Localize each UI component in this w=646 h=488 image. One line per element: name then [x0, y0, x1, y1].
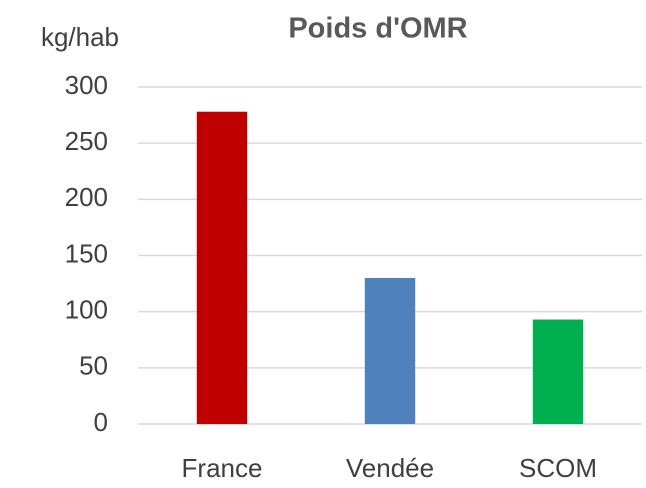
y-tick-label: 0: [94, 407, 108, 437]
x-tick-label: SCOM: [519, 453, 597, 483]
y-tick-label: 250: [65, 126, 108, 156]
y-tick-label: 300: [65, 70, 108, 100]
bar: [196, 111, 248, 425]
y-tick-label: 100: [65, 295, 108, 325]
y-tick-label: 50: [79, 351, 108, 381]
x-tick-label: France: [182, 453, 263, 483]
y-tick-label: 200: [65, 182, 108, 212]
x-tick-label: Vendée: [346, 453, 434, 483]
y-tick-label: 150: [65, 238, 108, 268]
bar: [364, 277, 416, 424]
y-axis-label: kg/hab: [41, 22, 119, 52]
bar: [532, 319, 584, 424]
chart-title: Poids d'OMR: [288, 13, 467, 45]
